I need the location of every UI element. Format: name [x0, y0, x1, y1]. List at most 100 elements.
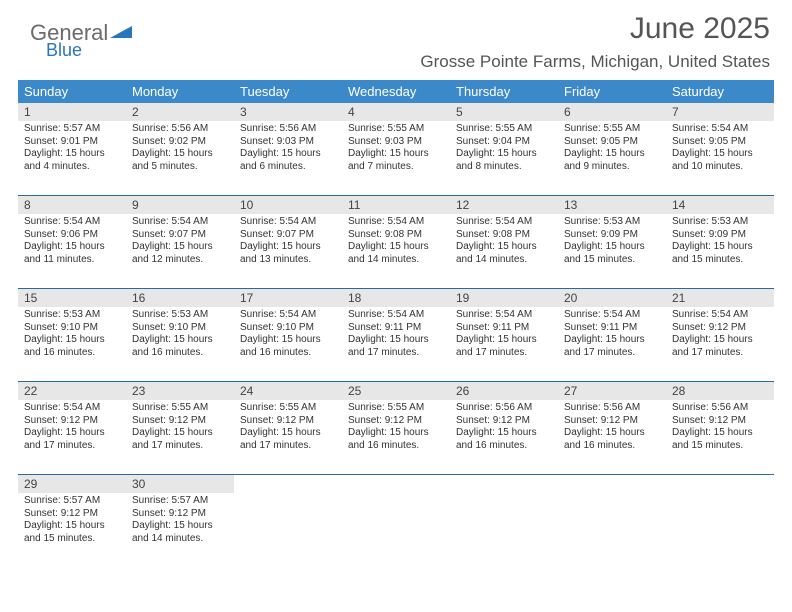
sunset-line: Sunset: 9:11 PM — [564, 322, 660, 335]
sunset-line: Sunset: 9:09 PM — [672, 229, 768, 242]
daybody-row: Sunrise: 5:54 AMSunset: 9:12 PMDaylight:… — [18, 400, 774, 475]
daynum-row: 15161718192021 — [18, 289, 774, 308]
sunset-line: Sunset: 9:07 PM — [240, 229, 336, 242]
day-cell: Sunrise: 5:54 AMSunset: 9:08 PMDaylight:… — [342, 214, 450, 289]
sunrise-line: Sunrise: 5:56 AM — [564, 402, 660, 415]
sunset-line: Sunset: 9:12 PM — [240, 415, 336, 428]
weekday-header: Tuesday — [234, 80, 342, 103]
day-number: 15 — [18, 289, 126, 307]
weekday-header: Sunday — [18, 80, 126, 103]
daylight-line: Daylight: 15 hours and 15 minutes. — [564, 241, 660, 266]
calendar: SundayMondayTuesdayWednesdayThursdayFrid… — [18, 80, 774, 567]
daylight-line: Daylight: 15 hours and 14 minutes. — [132, 520, 228, 545]
day-number: 11 — [342, 196, 450, 214]
sunset-line: Sunset: 9:04 PM — [456, 136, 552, 149]
day-cell: Sunrise: 5:56 AMSunset: 9:12 PMDaylight:… — [666, 400, 774, 475]
sunset-line: Sunset: 9:07 PM — [132, 229, 228, 242]
sunrise-line: Sunrise: 5:54 AM — [348, 309, 444, 322]
sunset-line: Sunset: 9:12 PM — [672, 415, 768, 428]
sunrise-line: Sunrise: 5:54 AM — [456, 216, 552, 229]
day-cell: Sunrise: 5:54 AMSunset: 9:12 PMDaylight:… — [18, 400, 126, 475]
daybody-row: Sunrise: 5:54 AM Sunset: 9:06 PM Daylight:… — [18, 214, 774, 289]
daylight-line: Daylight: 15 hours and 4 minutes. — [24, 148, 120, 173]
day-number: 20 — [558, 289, 666, 307]
brand-triangle-icon — [110, 18, 132, 44]
sunrise-line: Sunrise: 5:54 AM — [348, 216, 444, 229]
day-number: 14 — [666, 196, 774, 214]
sunrise-line: Sunrise: 5:54 AM — [564, 309, 660, 322]
sunset-line: Sunset: 9:03 PM — [348, 136, 444, 149]
day-number: 5 — [450, 103, 558, 121]
day-cell — [234, 493, 342, 567]
daylight-line: Daylight: 15 hours and 14 minutes. — [348, 241, 444, 266]
day-number: 3 — [234, 103, 342, 121]
daylight-line: Daylight: 15 hours and 13 minutes. — [240, 241, 336, 266]
sunset-line: Sunset: 9:12 PM — [132, 415, 228, 428]
daylight-line: Daylight: 15 hours and 14 minutes. — [456, 241, 552, 266]
sunset-line: Sunset: 9:10 PM — [132, 322, 228, 335]
daylight-line: Daylight: 15 hours and 16 minutes. — [24, 334, 120, 359]
day-cell: Sunrise: 5:54 AMSunset: 9:11 PMDaylight:… — [558, 307, 666, 382]
sunset-line: Sunset: 9:12 PM — [132, 508, 228, 521]
day-number — [450, 475, 558, 493]
daylight-line: Daylight: 15 hours and 15 minutes. — [24, 520, 120, 545]
daynum-row: 891011121314 — [18, 196, 774, 215]
day-cell — [558, 493, 666, 567]
weekday-header: Wednesday — [342, 80, 450, 103]
day-cell: Sunrise: 5:54 AMSunset: 9:10 PMDaylight:… — [234, 307, 342, 382]
day-cell: Sunrise: 5:56 AMSunset: 9:12 PMDaylight:… — [558, 400, 666, 475]
day-number: 29 — [18, 475, 126, 493]
daylight-line: Daylight: 15 hours and 6 minutes. — [240, 148, 336, 173]
day-cell: Sunrise: 5:56 AMSunset: 9:02 PMDaylight:… — [126, 121, 234, 196]
day-cell: Sunrise: 5:54 AMSunset: 9:11 PMDaylight:… — [342, 307, 450, 382]
sunrise-line: Sunrise: 5:55 AM — [564, 123, 660, 136]
daylight-line: Daylight: 15 hours and 5 minutes. — [132, 148, 228, 173]
day-cell: Sunrise: 5:56 AMSunset: 9:12 PMDaylight:… — [450, 400, 558, 475]
day-number: 4 — [342, 103, 450, 121]
sunset-line: Sunset: 9:06 PM — [24, 229, 120, 242]
day-cell: Sunrise: 5:53 AMSunset: 9:09 PMDaylight:… — [558, 214, 666, 289]
day-number: 19 — [450, 289, 558, 307]
day-number: 1 — [18, 103, 126, 121]
sunrise-line: Sunrise: 5:56 AM — [672, 402, 768, 415]
daylight-line: Daylight: 15 hours and 8 minutes. — [456, 148, 552, 173]
day-number: 8 — [18, 196, 126, 214]
day-number: 7 — [666, 103, 774, 121]
day-number: 13 — [558, 196, 666, 214]
sunrise-line: Sunrise: 5:55 AM — [348, 123, 444, 136]
sunrise-line: Sunrise: 5:54 AM — [132, 216, 228, 229]
daylight-line: Daylight: 15 hours and 10 minutes. — [672, 148, 768, 173]
day-number: 24 — [234, 382, 342, 400]
day-number: 26 — [450, 382, 558, 400]
day-number: 2 — [126, 103, 234, 121]
sunrise-line: Sunrise: 5:53 AM — [24, 309, 120, 322]
daylight-line: Daylight: 15 hours and 16 minutes. — [240, 334, 336, 359]
weekday-header: Thursday — [450, 80, 558, 103]
sunrise-line: Sunrise: 5:57 AM — [132, 495, 228, 508]
sunrise-line: Sunrise: 5:57 AM — [24, 495, 120, 508]
location-text: Grosse Pointe Farms, Michigan, United St… — [420, 52, 770, 72]
day-number: 17 — [234, 289, 342, 307]
sunrise-line: Sunrise: 5:54 AM — [672, 309, 768, 322]
day-cell: Sunrise: 5:55 AMSunset: 9:12 PMDaylight:… — [342, 400, 450, 475]
day-number — [342, 475, 450, 493]
sunset-line: Sunset: 9:05 PM — [672, 136, 768, 149]
day-cell: Sunrise: 5:55 AMSunset: 9:05 PMDaylight:… — [558, 121, 666, 196]
daylight-line: Daylight: 15 hours and 16 minutes. — [348, 427, 444, 452]
day-cell: Sunrise: 5:54 AMSunset: 9:12 PMDaylight:… — [666, 307, 774, 382]
day-number: 6 — [558, 103, 666, 121]
day-cell: Sunrise: 5:53 AMSunset: 9:10 PMDaylight:… — [18, 307, 126, 382]
day-cell — [342, 493, 450, 567]
day-cell: Sunrise: 5:53 AMSunset: 9:10 PMDaylight:… — [126, 307, 234, 382]
sunset-line: Sunset: 9:10 PM — [24, 322, 120, 335]
sunrise-line: Sunrise: 5:54 AM — [240, 216, 336, 229]
sunset-line: Sunset: 9:09 PM — [564, 229, 660, 242]
sunset-line: Sunset: 9:08 PM — [456, 229, 552, 242]
daylight-line: Daylight: 15 hours and 17 minutes. — [456, 334, 552, 359]
day-number: 16 — [126, 289, 234, 307]
daylight-line: Daylight: 15 hours and 17 minutes. — [348, 334, 444, 359]
daynum-row: 22232425262728 — [18, 382, 774, 401]
day-number: 23 — [126, 382, 234, 400]
sunset-line: Sunset: 9:12 PM — [564, 415, 660, 428]
day-cell: Sunrise: 5:55 AMSunset: 9:03 PMDaylight:… — [342, 121, 450, 196]
